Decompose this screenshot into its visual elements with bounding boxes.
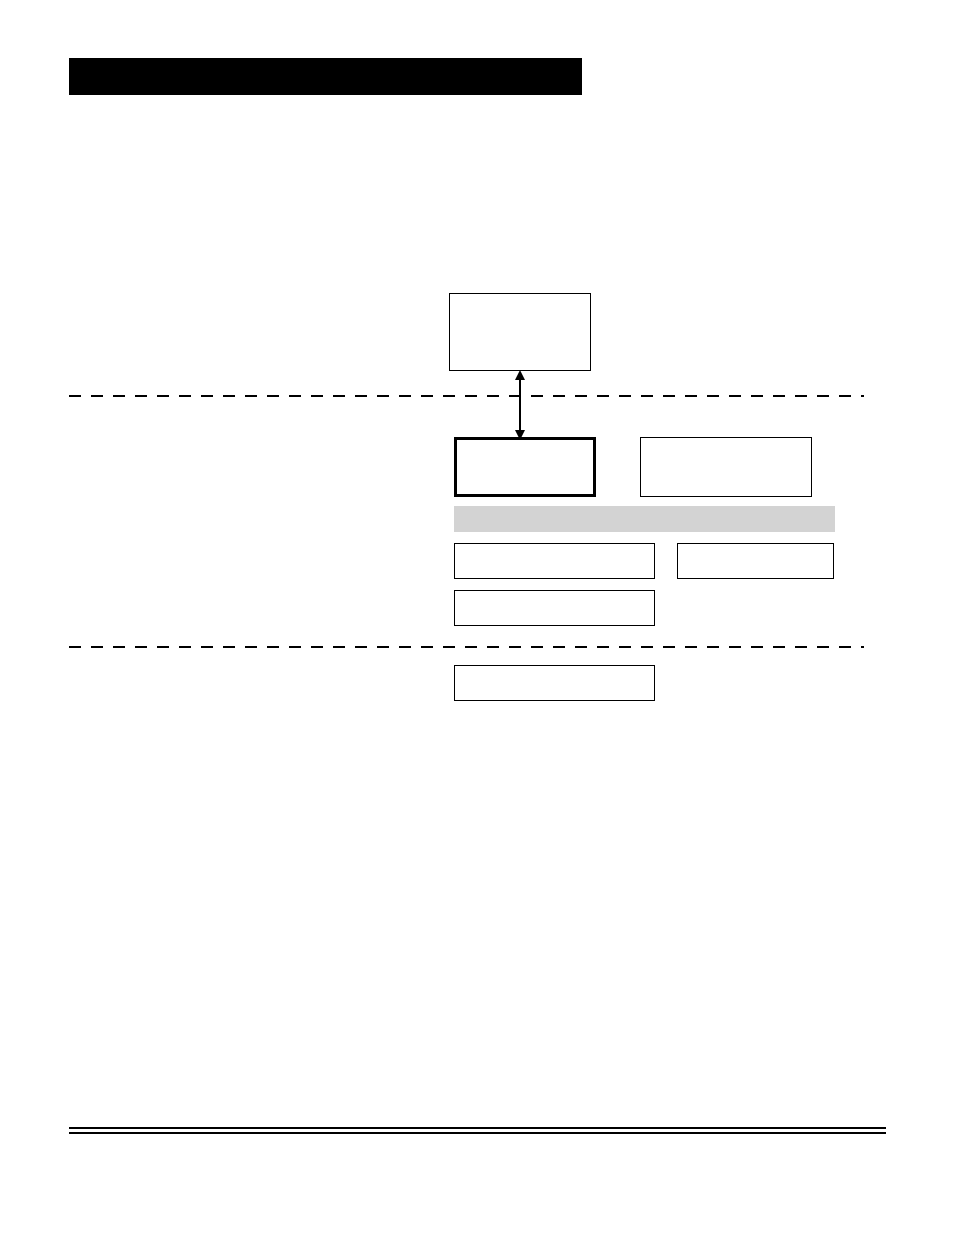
box-mid-right [640, 437, 812, 497]
dashed-line-2 [0, 645, 954, 649]
box-row-left [454, 543, 655, 579]
footer-rule-bot [69, 1132, 886, 1134]
box-bottom [454, 665, 655, 701]
header-black-bar [69, 58, 582, 95]
box-top [449, 293, 591, 371]
footer-rule-top [69, 1127, 886, 1129]
page-document [0, 0, 954, 1235]
grey-section-bar [454, 506, 835, 532]
box-row-right [677, 543, 834, 579]
box-mid-left-bold [454, 437, 596, 497]
box-row-below [454, 590, 655, 626]
dashed-line-1 [0, 394, 954, 398]
